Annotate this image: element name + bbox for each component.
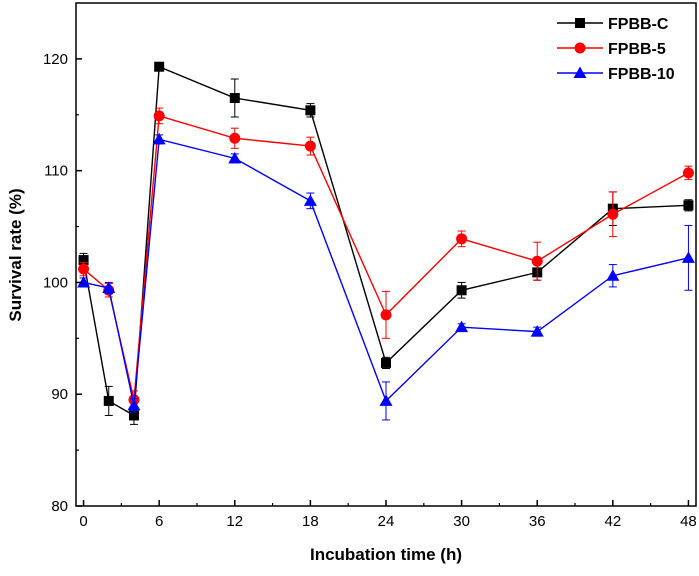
data-point [304, 140, 316, 152]
data-point [228, 151, 242, 164]
data-point [127, 398, 141, 411]
data-point [153, 110, 165, 122]
data-point [154, 61, 165, 72]
y-tick-label: 80 [51, 498, 68, 515]
data-point [530, 325, 544, 337]
data-point [456, 285, 467, 296]
x-tick-label: 30 [453, 513, 470, 530]
data-point [379, 394, 393, 406]
data-point [380, 309, 392, 321]
y-axis-title: Survival rate (%) [6, 188, 25, 321]
series-fpbb-c [78, 61, 694, 425]
x-tick-label: 42 [604, 513, 621, 530]
legend-label: FPBB-5 [608, 41, 666, 58]
data-point [229, 93, 240, 104]
y-tick-label: 120 [43, 51, 68, 68]
data-point [681, 251, 695, 263]
data-point [682, 167, 694, 179]
x-axis-title: Incubation time (h) [310, 545, 462, 564]
legend-item: FPBB-5 [557, 41, 666, 58]
data-point [128, 410, 139, 421]
legend-label: FPBB-C [608, 16, 669, 33]
legend-marker [575, 18, 585, 28]
x-tick-label: 12 [226, 513, 243, 530]
x-tick-label: 36 [529, 513, 546, 530]
legend-item: FPBB-C [557, 16, 669, 33]
legend-marker [574, 42, 586, 54]
data-point [531, 255, 543, 267]
series-fpbb-10 [77, 132, 695, 421]
data-point [606, 269, 620, 281]
data-point [455, 320, 469, 333]
y-tick-label: 110 [44, 163, 68, 180]
data-point [305, 105, 316, 116]
x-tick-label: 6 [155, 513, 163, 530]
data-point [103, 395, 114, 406]
data-point [78, 255, 89, 266]
x-tick-label: 18 [302, 513, 319, 530]
y-tick-label: 100 [43, 274, 68, 291]
data-point [683, 200, 694, 211]
data-point [456, 233, 468, 245]
data-point [102, 281, 116, 294]
chart-legend: FPBB-C FPBB-5 FPBB-10 [557, 16, 675, 83]
data-point [152, 132, 166, 145]
data-point [229, 132, 241, 144]
plot-content [77, 61, 695, 425]
legend-label: FPBB-10 [608, 66, 675, 83]
x-tick-label: 0 [79, 513, 87, 530]
legend-item: FPBB-10 [557, 66, 675, 83]
x-tick-label: 24 [378, 513, 395, 530]
data-point [381, 357, 391, 368]
data-point [78, 263, 90, 275]
data-point [77, 275, 91, 288]
axis-ticks: 0 6 12 18 24 30 36 42 48 80 90 100 110 120 [43, 51, 697, 530]
data-point [607, 208, 619, 220]
y-tick-label: 90 [51, 386, 68, 403]
legend-marker [573, 66, 587, 78]
x-tick-label: 48 [680, 513, 697, 530]
data-point [303, 194, 317, 206]
